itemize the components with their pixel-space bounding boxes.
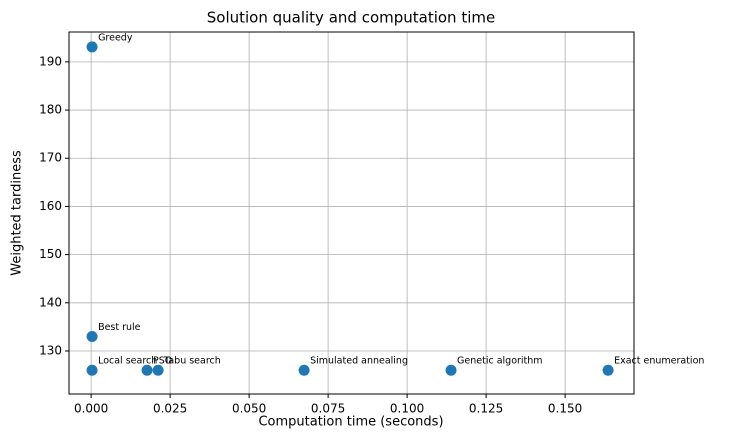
point xyxy=(298,364,310,376)
x-tick-label: 0.000 xyxy=(74,402,108,416)
y-tick-label: 160 xyxy=(39,199,62,213)
y-tick-label: 180 xyxy=(39,103,62,117)
point-label: PSO xyxy=(153,356,172,367)
x-tick-label: 0.100 xyxy=(390,402,424,416)
point-label: Genetic algorithm xyxy=(457,356,543,367)
point xyxy=(86,41,98,53)
x-tick-label: 0.025 xyxy=(153,402,187,416)
point-label: Greedy xyxy=(98,32,133,43)
x-axis-label: Computation time (seconds) xyxy=(258,415,443,430)
point xyxy=(152,364,164,376)
point-label: Simulated annealing xyxy=(310,356,408,367)
y-axis-label: Weighted tardiness xyxy=(10,150,25,276)
y-tick-label: 190 xyxy=(39,54,62,68)
point-label: Tabu search xyxy=(163,356,221,367)
y-tick-label: 130 xyxy=(39,343,62,357)
point-label: Exact enumeration xyxy=(614,356,704,367)
point-label: Local search xyxy=(98,356,157,367)
point xyxy=(445,364,457,376)
point-label: Best rule xyxy=(98,322,141,333)
point xyxy=(86,364,98,376)
x-tick-label: 0.075 xyxy=(311,402,345,416)
point xyxy=(141,364,153,376)
x-tick-label: 0.150 xyxy=(548,402,582,416)
point xyxy=(86,331,98,343)
plot-frame xyxy=(68,31,635,395)
y-tick-label: 150 xyxy=(39,247,62,261)
x-tick-label: 0.050 xyxy=(232,402,266,416)
chart-title: Solution quality and computation time xyxy=(207,9,495,27)
point xyxy=(602,364,614,376)
y-tick-label: 140 xyxy=(39,295,62,309)
x-tick-label: 0.125 xyxy=(469,402,503,416)
y-tick-label: 170 xyxy=(39,151,62,165)
